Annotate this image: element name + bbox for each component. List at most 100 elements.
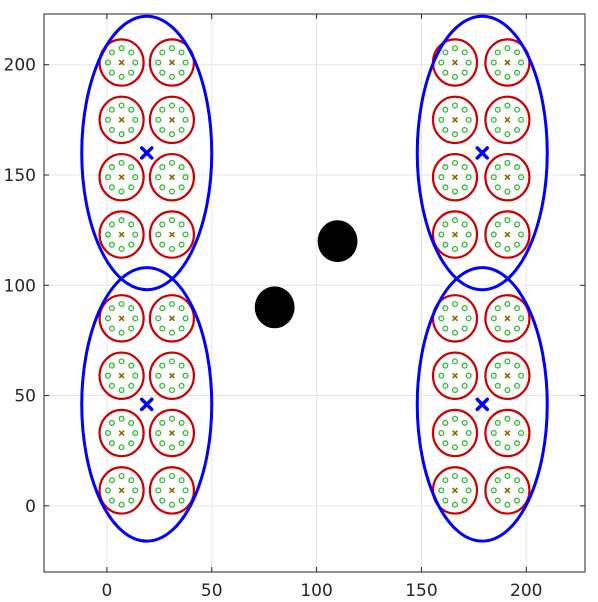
member-point	[461, 440, 468, 447]
member-point	[128, 126, 135, 134]
member-point	[108, 477, 115, 484]
member-point	[504, 245, 511, 252]
member-point	[104, 59, 112, 66]
cluster-center-marker	[475, 146, 490, 160]
member-point	[132, 430, 139, 437]
member-point	[451, 473, 459, 480]
member-point	[168, 131, 175, 138]
member-point	[490, 487, 497, 494]
member-point	[168, 501, 175, 508]
member-point	[494, 49, 501, 56]
member-point	[182, 59, 189, 66]
member-point	[108, 382, 115, 389]
member-point	[490, 231, 497, 238]
member-point	[155, 231, 162, 238]
member-point	[108, 106, 115, 113]
y-tick-label: 100	[4, 276, 36, 296]
member-point	[514, 221, 521, 228]
group-circle	[148, 210, 196, 259]
member-point	[159, 184, 166, 191]
group-circle	[98, 466, 145, 515]
group-circle	[484, 294, 531, 343]
member-point	[517, 372, 525, 379]
member-point	[108, 305, 115, 312]
member-point	[465, 372, 472, 379]
group-center-marker	[452, 231, 458, 238]
group-circle	[148, 152, 196, 202]
member-point	[159, 164, 166, 171]
member-point	[168, 102, 175, 109]
member-point	[168, 473, 175, 480]
member-point	[465, 231, 472, 238]
member-point	[118, 501, 125, 508]
member-point	[442, 241, 449, 248]
member-point	[132, 59, 139, 66]
y-tick-label: 150	[4, 166, 36, 186]
member-point	[514, 382, 521, 389]
member-point	[442, 497, 449, 504]
member-point	[517, 174, 525, 181]
member-point	[442, 440, 449, 447]
y-tick-label: 0	[25, 497, 36, 517]
member-point	[168, 300, 175, 308]
member-point	[178, 164, 185, 171]
y-tick-label: 50	[14, 387, 36, 407]
member-point	[504, 444, 511, 451]
x-tick-label: 0	[101, 581, 112, 601]
plot-area	[80, 14, 549, 543]
member-point	[465, 174, 472, 181]
member-point	[159, 49, 166, 56]
member-point	[451, 415, 459, 422]
member-point	[104, 315, 112, 322]
member-point	[461, 241, 468, 248]
member-point	[461, 49, 468, 56]
y-tick-label: 200	[4, 56, 36, 76]
member-point	[108, 325, 115, 332]
member-point	[461, 305, 468, 312]
member-point	[178, 184, 185, 191]
member-point	[517, 231, 525, 238]
member-point	[128, 382, 135, 389]
member-point	[504, 217, 511, 224]
member-point	[514, 477, 521, 484]
member-point	[118, 131, 125, 138]
member-point	[159, 419, 166, 426]
member-point	[178, 497, 185, 504]
member-point	[494, 69, 501, 76]
member-point	[442, 106, 449, 113]
group-circle	[148, 408, 196, 458]
member-point	[182, 116, 189, 123]
member-point	[514, 497, 521, 504]
member-point	[155, 174, 162, 181]
member-point	[104, 231, 112, 238]
group-center-marker	[452, 315, 458, 322]
group-center-marker	[504, 315, 511, 322]
group-center-marker	[504, 59, 511, 66]
member-point	[465, 315, 472, 322]
member-point	[159, 106, 166, 113]
member-point	[438, 315, 445, 322]
member-point	[451, 73, 459, 80]
member-point	[494, 221, 501, 228]
member-point	[104, 116, 112, 123]
member-point	[128, 305, 135, 312]
cluster-ellipse	[80, 266, 214, 543]
group-circle	[484, 466, 531, 515]
member-point	[494, 440, 501, 447]
member-point	[451, 159, 459, 166]
member-point	[504, 300, 511, 308]
member-point	[168, 245, 175, 252]
x-tick-label: 200	[510, 581, 542, 601]
member-point	[118, 217, 125, 224]
group-center-marker	[168, 487, 175, 494]
group-center-marker	[452, 372, 458, 379]
member-point	[490, 372, 497, 379]
member-point	[494, 164, 501, 171]
group-circle	[431, 408, 479, 458]
member-point	[108, 497, 115, 504]
x-tick-label: 100	[300, 581, 332, 601]
group-circle	[484, 95, 531, 145]
member-point	[159, 69, 166, 76]
member-point	[442, 362, 449, 369]
member-point	[494, 106, 501, 113]
